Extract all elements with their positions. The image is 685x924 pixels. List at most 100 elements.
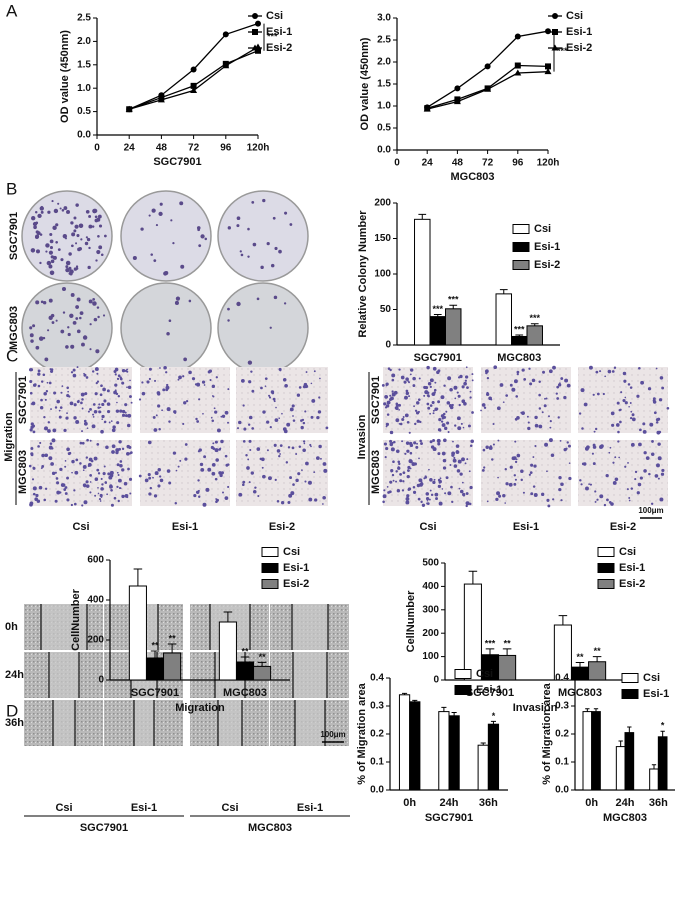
cell-dot — [600, 444, 604, 448]
cell-dot — [201, 380, 206, 384]
colony-dot — [174, 300, 179, 305]
cell-dot — [444, 492, 447, 495]
transwell-image — [140, 367, 230, 433]
cell-dot — [652, 400, 657, 404]
point — [190, 82, 197, 89]
colony-dot — [73, 216, 77, 220]
cell-dot — [209, 379, 212, 382]
colony-dot — [87, 265, 91, 270]
cell-dot — [155, 414, 158, 417]
y-axis-label: % of Migration area — [356, 682, 368, 784]
colony-dot — [82, 335, 88, 340]
cell-dot — [48, 381, 52, 385]
cell-dot — [83, 500, 88, 505]
cell-dot — [654, 474, 659, 478]
cell-dot — [628, 497, 631, 499]
cell-dot — [548, 369, 553, 374]
cell-dot — [268, 394, 271, 397]
cell-dot — [449, 464, 452, 466]
legend-label: Esi-1 — [266, 26, 292, 38]
bar — [414, 218, 431, 346]
cell-dot — [434, 407, 438, 411]
cell-dot — [94, 392, 98, 396]
scale-bar-label: 100μm — [638, 506, 663, 515]
cell-dot — [428, 498, 431, 501]
cell-dot — [50, 462, 54, 466]
cell-dot — [391, 373, 396, 378]
colony-dot — [92, 208, 97, 214]
cell-dot — [630, 442, 635, 447]
cell-dot — [430, 493, 434, 497]
cell-dot — [412, 384, 416, 387]
legend-label: Csi — [619, 546, 636, 558]
cell-dot — [457, 394, 461, 398]
colony-dot — [180, 264, 185, 269]
cell-dot — [129, 379, 131, 382]
cell-dot — [215, 458, 219, 462]
cell-dot — [183, 401, 187, 405]
cell-dot — [118, 447, 122, 451]
cell-dot — [452, 458, 457, 463]
cell-dot — [220, 415, 223, 418]
bar — [463, 583, 482, 681]
cell-dot — [45, 390, 49, 393]
colony-dot — [40, 210, 44, 214]
cell-dot — [128, 445, 132, 449]
cell-dot — [272, 397, 276, 401]
cell-dot — [227, 388, 230, 391]
cell-dot — [623, 379, 627, 383]
cell-dot — [656, 463, 660, 468]
cell-dot — [445, 476, 449, 480]
cell-dot — [101, 418, 104, 421]
cell-dot — [432, 480, 436, 485]
cell-dot — [432, 409, 435, 412]
cell-dot — [51, 438, 56, 443]
cell-dot — [460, 422, 463, 425]
cell-dot — [211, 384, 216, 389]
cell-dot — [95, 382, 98, 385]
cell-dot — [273, 400, 276, 403]
cell-dot — [76, 366, 79, 369]
cell-dot — [264, 385, 267, 387]
cell-dot — [396, 489, 401, 493]
cell-dot — [93, 456, 98, 461]
cell-dot — [407, 487, 412, 491]
cell-dot — [116, 401, 118, 404]
colony-dot — [61, 287, 67, 292]
cell-dot — [130, 451, 133, 454]
cell-dot — [593, 430, 596, 433]
cell-dot — [96, 380, 100, 383]
cell-dot — [421, 503, 426, 507]
cell-dot — [451, 451, 456, 456]
error-bar — [499, 289, 508, 294]
cell-dot — [499, 383, 504, 387]
cell-dot — [276, 499, 280, 503]
column-label: Esi-2 — [269, 521, 295, 533]
cell-dot — [110, 488, 113, 492]
cell-dot — [405, 391, 410, 396]
cell-dot — [36, 499, 41, 503]
cell-dot — [214, 448, 219, 453]
cell-dot — [35, 493, 39, 498]
legend-label: Esi-2 — [283, 578, 309, 590]
y-tick-label: 0.4 — [370, 673, 384, 684]
cell-dot — [121, 409, 126, 414]
wound-gap — [53, 700, 75, 746]
cell-dot — [203, 384, 206, 386]
colony-dot — [49, 232, 53, 237]
colony-dot — [79, 311, 84, 316]
cell-dot — [274, 418, 279, 423]
cell-dot — [385, 422, 390, 426]
colony-dot — [32, 324, 36, 328]
cell-dot — [80, 401, 83, 405]
cell-dot — [659, 497, 664, 502]
colony-dot — [273, 295, 278, 300]
cell-dot — [548, 438, 553, 443]
colony-dot — [30, 339, 34, 343]
colony-dot — [204, 237, 208, 241]
cell-dot — [264, 377, 268, 381]
wound-gap — [41, 604, 87, 650]
cell-dot — [91, 424, 96, 429]
cell-dot — [416, 419, 420, 423]
cell-dot — [121, 413, 126, 417]
